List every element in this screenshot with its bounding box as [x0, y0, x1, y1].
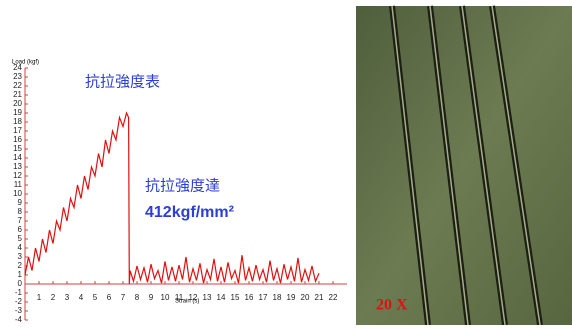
y-tick-label: 23 [13, 72, 22, 81]
y-tick-label: 6 [18, 225, 23, 234]
y-tick-label: 0 [18, 279, 23, 288]
x-tick-label: 11 [175, 293, 184, 302]
figure: Load (kgf) Strain (s) 抗拉強度表 抗拉強度達 412kgf… [0, 0, 572, 325]
annotation: 抗拉強度表 [85, 73, 160, 91]
x-tick-label: 18 [273, 293, 282, 302]
x-tick-label: 14 [217, 293, 226, 302]
y-tick-label: 24 [13, 63, 22, 72]
x-tick-label: 15 [231, 293, 240, 302]
x-tick-label: 7 [121, 293, 126, 302]
y-tick-label: 13 [13, 162, 22, 171]
y-tick-label: 21 [13, 90, 22, 99]
x-tick-label: 13 [203, 293, 212, 302]
x-tick-label: 8 [135, 293, 140, 302]
y-tick-label: 8 [18, 207, 23, 216]
y-tick-label: 16 [13, 135, 22, 144]
x-tick-label: 5 [93, 293, 98, 302]
y-tick-label: 17 [13, 126, 22, 135]
x-tick-label: 1 [37, 293, 42, 302]
x-tick-label: 12 [189, 293, 198, 302]
y-tick-label: 1 [18, 270, 23, 279]
x-tick-label: 9 [149, 293, 154, 302]
x-tick-label: 20 [301, 293, 310, 302]
page: {"chart_data": {"type": "line", "x_label… [0, 0, 572, 325]
x-tick-label: 22 [329, 293, 338, 302]
annotation: 412kgf/mm² [145, 204, 234, 221]
magnification-label: 20 X [376, 297, 408, 314]
x-tick-label: 2 [51, 293, 56, 302]
y-tick-label: 22 [13, 81, 22, 90]
x-tick-label: 6 [107, 293, 112, 302]
y-tick-label: -4 [15, 315, 23, 324]
y-tick-label: 19 [13, 108, 22, 117]
y-tick-label: 9 [18, 198, 23, 207]
annotation: 抗拉強度達 [145, 177, 220, 195]
y-tick-label: 5 [18, 234, 23, 243]
y-tick-label: 15 [13, 144, 22, 153]
x-tick-label: 4 [79, 293, 84, 302]
y-tick-label: -1 [15, 288, 23, 297]
y-tick-label: 3 [18, 252, 23, 261]
x-tick-label: 10 [161, 293, 170, 302]
y-tick-label: 20 [13, 99, 22, 108]
x-tick-label: 17 [259, 293, 268, 302]
y-tick-label: 7 [18, 216, 23, 225]
y-tick-label: -3 [15, 306, 23, 315]
y-tick-label: 2 [18, 261, 23, 270]
y-tick-label: 12 [13, 171, 22, 180]
y-tick-label: 14 [13, 153, 22, 162]
y-tick-label: 18 [13, 117, 22, 126]
photo: 20 X [356, 6, 572, 325]
x-tick-label: 21 [315, 293, 324, 302]
x-tick-label: 19 [287, 293, 296, 302]
y-tick-label: 11 [14, 180, 23, 189]
x-tick-label: 3 [65, 293, 70, 302]
y-tick-label: 4 [18, 243, 23, 252]
y-tick-label: -2 [15, 297, 23, 306]
x-tick-label: 16 [245, 293, 254, 302]
y-tick-label: 10 [13, 189, 22, 198]
data-line [25, 113, 319, 284]
